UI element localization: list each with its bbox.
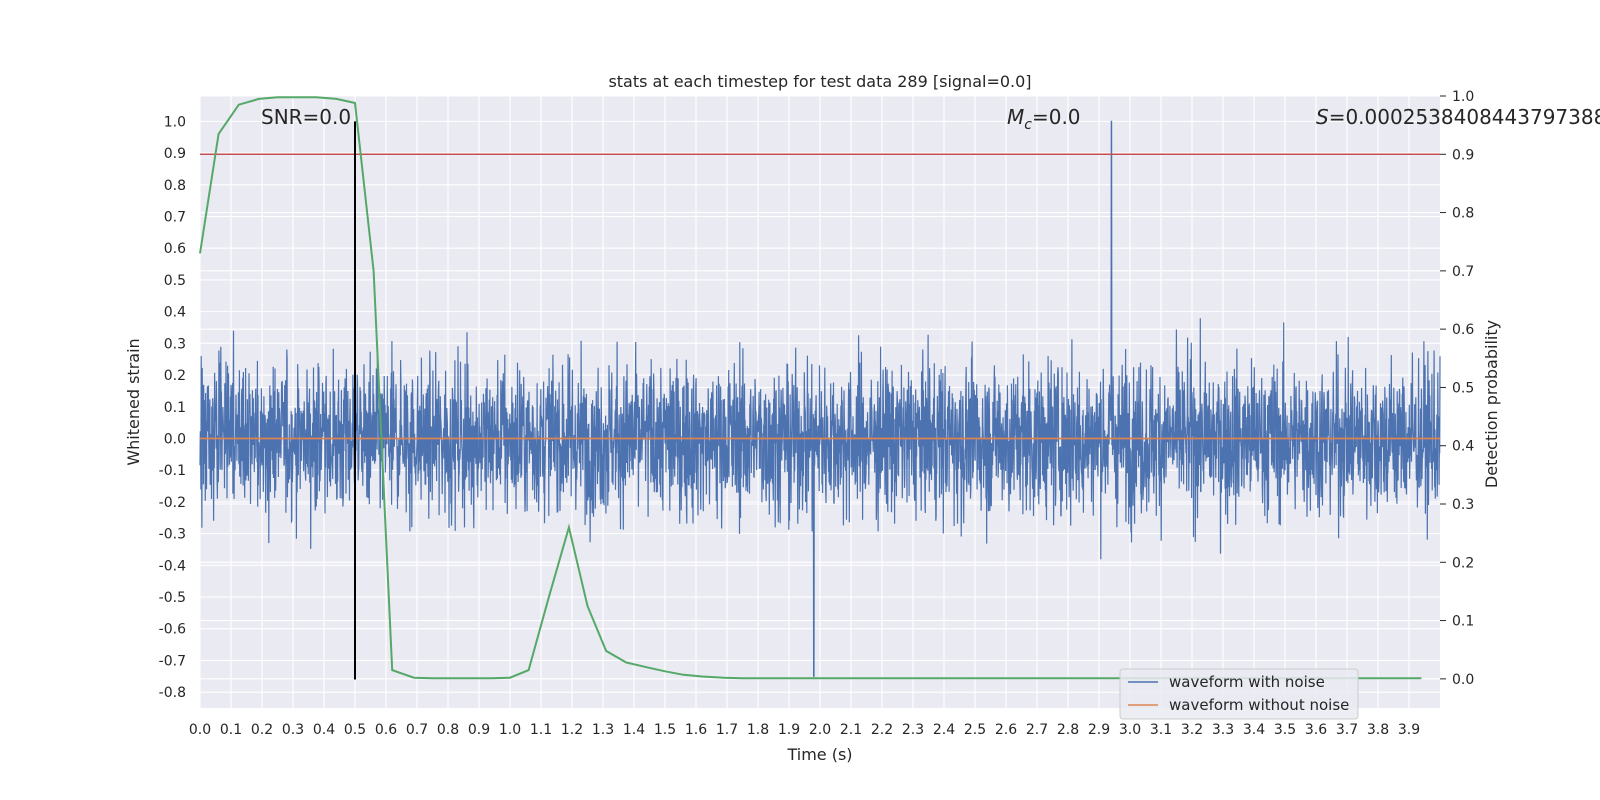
- y-tick-labels: 1.0 0.9 0.8 0.7 0.6 0.5 0.4 0.3 0.2 0.1 0.0 -0.1 -0.…: [159, 114, 186, 701]
- snr-annotation: SNR=0.0: [261, 105, 351, 129]
- x-tick-label: 2.0: [809, 722, 831, 738]
- series-detection-probability: [199, 96, 1422, 680]
- y-tick-label: 0.7: [164, 209, 186, 225]
- y-right-tick-label: 0.9: [1452, 147, 1474, 163]
- x-tick-label: 2.9: [1088, 722, 1110, 738]
- y-tick-label: -0.2: [159, 495, 186, 511]
- x-tick-label: 1.6: [685, 722, 707, 738]
- detection-probability-path: [199, 96, 1422, 680]
- y-tick-label: -0.4: [159, 558, 186, 574]
- x-tick-label: 0.2: [251, 722, 273, 738]
- x-tick-label: 1.0: [499, 722, 521, 738]
- x-axis-label: Time (s): [786, 745, 852, 764]
- x-tick-label: 0.7: [406, 722, 428, 738]
- x-tick-label: 3.6: [1305, 722, 1327, 738]
- x-tick-label: 3.5: [1274, 722, 1296, 738]
- y-tick-label: 0.2: [164, 368, 186, 384]
- x-tick-label: 3.9: [1398, 722, 1420, 738]
- legend-label-noise: waveform with noise: [1169, 673, 1325, 691]
- chart-title: stats at each timestep for test data 289…: [608, 72, 1031, 91]
- x-tick-label: 3.3: [1212, 722, 1234, 738]
- s-annotation: S=0.0002538408443797388: [1316, 105, 1600, 129]
- x-tick-label: 3.4: [1243, 722, 1265, 738]
- y-right-axis-label: Detection probability: [1482, 320, 1501, 488]
- y-tick-label: 0.6: [164, 241, 186, 257]
- y-right-tick-label: 0.2: [1452, 555, 1474, 571]
- y-right-tick-label: 0.7: [1452, 264, 1474, 280]
- legend: waveform with noise waveform without noi…: [1119, 668, 1359, 720]
- x-tick-label: 1.9: [778, 722, 800, 738]
- x-tick-labels: 0.0 0.1 0.2 0.3 0.4 0.5 0.6 0.7 0.8 0.9 1.0 1.1 1.2 1…: [189, 722, 1420, 738]
- mc-annotation: Mc=0.0: [1007, 105, 1081, 133]
- x-tick-label: 1.2: [561, 722, 583, 738]
- x-tick-label: 2.5: [964, 722, 986, 738]
- x-tick-label: 1.8: [747, 722, 769, 738]
- y-tick-label: 0.4: [164, 305, 186, 321]
- y-tick-label: 0.0: [164, 431, 186, 447]
- y-right-tick-label: 0.0: [1452, 672, 1474, 688]
- y-tick-label: 0.3: [164, 336, 186, 352]
- s-value: =0.0002538408443797388: [1329, 105, 1600, 129]
- x-tick-label: 3.7: [1336, 722, 1358, 738]
- x-tick-label: 2.4: [933, 722, 955, 738]
- mc-value: =0.0: [1032, 105, 1081, 129]
- x-tick-label: 2.7: [1026, 722, 1048, 738]
- x-tick-label: 0.9: [468, 722, 490, 738]
- y-right-tick-label: 0.3: [1452, 497, 1474, 513]
- x-tick-label: 3.8: [1367, 722, 1389, 738]
- y-tick-label: -0.6: [159, 622, 186, 638]
- x-tick-label: 0.3: [282, 722, 304, 738]
- x-tick-label: 1.1: [530, 722, 552, 738]
- waveform-with-noise-path: [199, 120, 1441, 677]
- x-tick-label: 2.6: [995, 722, 1017, 738]
- y-tick-label: -0.5: [159, 590, 186, 606]
- mc-symbol: M: [1007, 105, 1024, 129]
- s-symbol: S: [1316, 105, 1329, 129]
- x-tick-label: 2.3: [902, 722, 924, 738]
- x-tick-label: 2.1: [840, 722, 862, 738]
- x-tick-label: 0.4: [313, 722, 335, 738]
- x-tick-label: 0.6: [375, 722, 397, 738]
- y-tick-label: -0.7: [159, 653, 186, 669]
- y-right-tick-label: 0.1: [1452, 614, 1474, 630]
- x-tick-label: 1.3: [592, 722, 614, 738]
- y-tick-label: -0.3: [159, 527, 186, 543]
- legend-box: [1119, 668, 1359, 720]
- y-right-tick-label: 1.0: [1452, 89, 1474, 105]
- x-tick-label: 2.8: [1057, 722, 1079, 738]
- y-right-tick-label: 0.5: [1452, 380, 1474, 396]
- x-tick-label: 3.1: [1150, 722, 1172, 738]
- mc-subscript: c: [1024, 117, 1032, 133]
- y-tick-label: 0.1: [164, 400, 186, 416]
- y-tick-label: 0.8: [164, 178, 186, 194]
- legend-label-clean: waveform without noise: [1169, 696, 1349, 714]
- series-waveform-with-noise: [199, 120, 1441, 677]
- x-tick-label: 2.2: [871, 722, 893, 738]
- y-tick-label: 0.5: [164, 273, 186, 289]
- y-right-tick-label: 0.4: [1452, 439, 1474, 455]
- y-tick-label: 0.9: [164, 146, 186, 162]
- y-tick-label: -0.8: [159, 685, 186, 701]
- x-tick-label: 0.0: [189, 722, 211, 738]
- x-tick-label: 0.8: [437, 722, 459, 738]
- x-tick-label: 1.7: [716, 722, 738, 738]
- x-tick-label: 0.5: [344, 722, 366, 738]
- x-tick-label: 3.0: [1119, 722, 1141, 738]
- y-right-tick-labels: 1.0 0.9 0.8 0.7 0.6 0.5 0.4 0.3 0.2 0.1 0.0: [1440, 89, 1474, 688]
- y-right-tick-label: 0.8: [1452, 206, 1474, 222]
- y-axis-label: Whitened strain: [124, 338, 143, 465]
- y-tick-label: 1.0: [164, 114, 186, 130]
- x-tick-label: 1.4: [623, 722, 645, 738]
- x-tick-label: 1.5: [654, 722, 676, 738]
- y-right-tick-label: 0.6: [1452, 322, 1474, 338]
- y-tick-label: -0.1: [159, 463, 186, 479]
- x-tick-label: 0.1: [220, 722, 242, 738]
- x-tick-label: 3.2: [1181, 722, 1203, 738]
